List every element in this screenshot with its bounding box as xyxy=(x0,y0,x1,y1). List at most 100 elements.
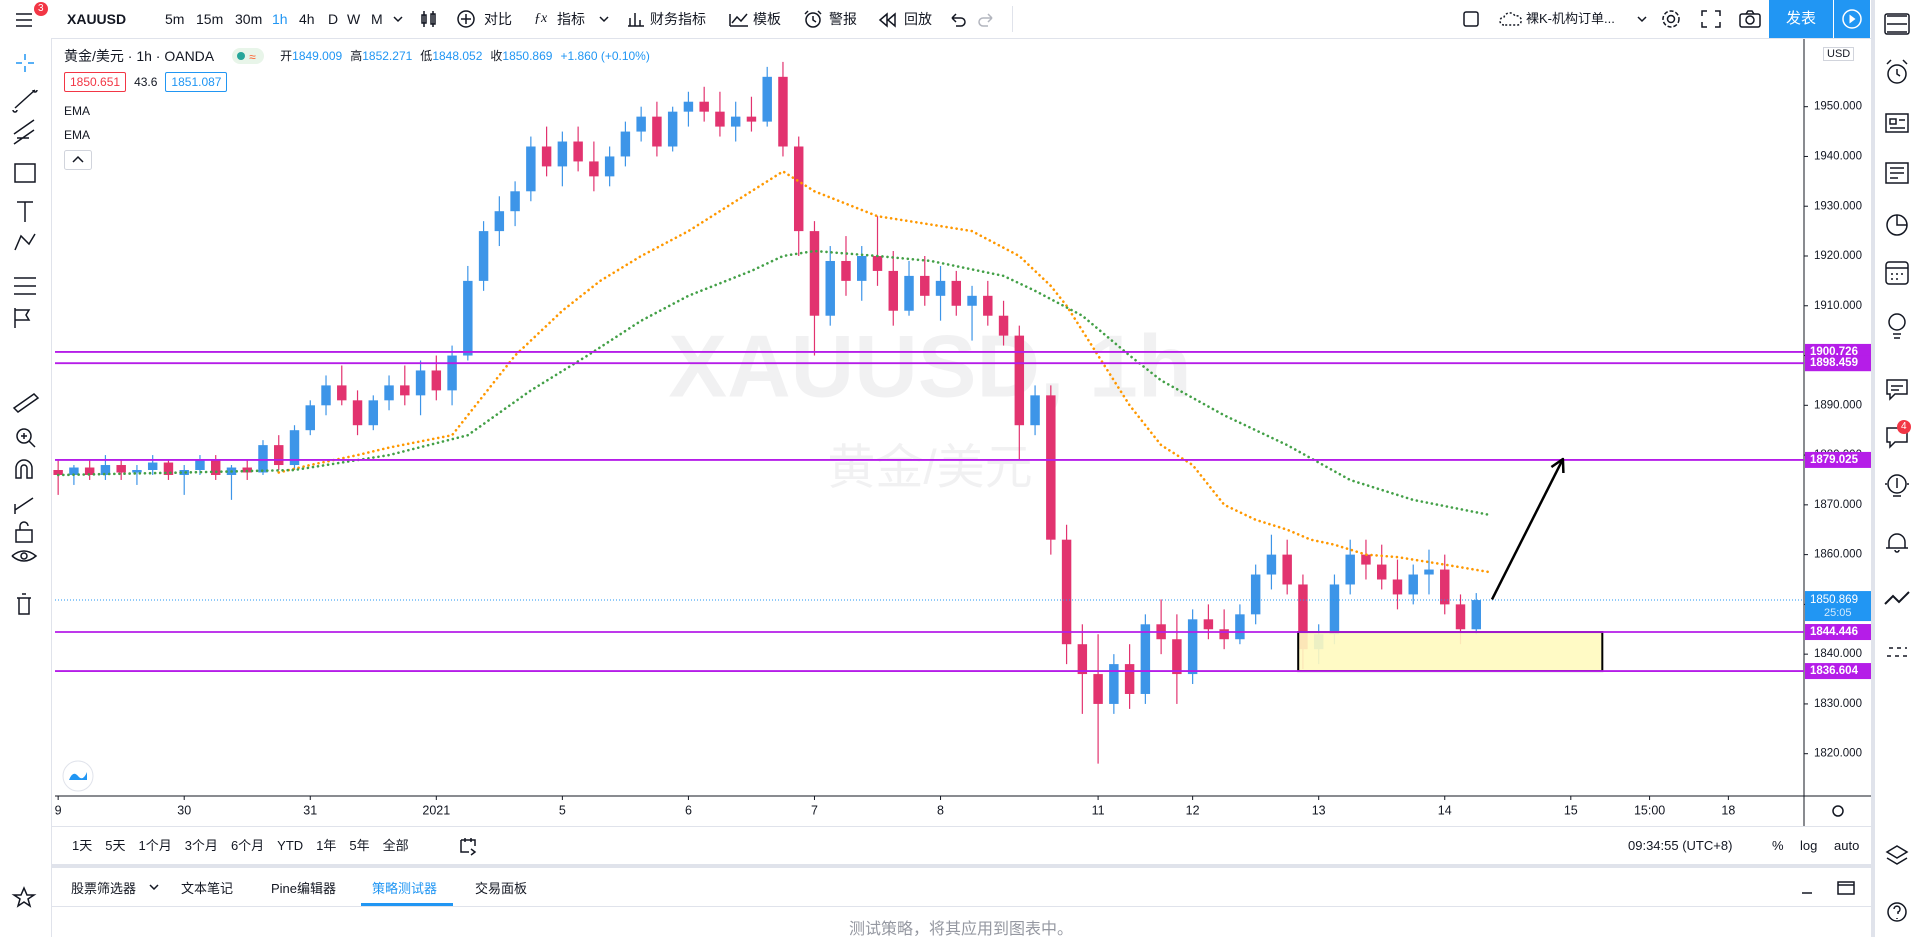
goto-date[interactable] xyxy=(458,836,478,856)
symbol[interactable]: XAUUSD xyxy=(67,11,127,27)
symbol-name: 黄金/美元 · 1h · OANDA xyxy=(64,48,215,64)
interval[interactable]: 5m xyxy=(165,11,185,27)
bid-ask: 1850.651 43.6 1851.087 xyxy=(64,72,228,92)
candle-body xyxy=(384,385,394,401)
templates-button[interactable]: 模板 xyxy=(753,11,781,27)
compare-button[interactable]: 对比 xyxy=(484,11,512,27)
interval[interactable]: 4h xyxy=(299,11,315,27)
candle-body xyxy=(888,270,898,311)
interval[interactable]: M xyxy=(371,11,383,27)
range-button[interactable]: 1年 xyxy=(316,838,337,853)
indicator-name[interactable]: EMA xyxy=(64,128,91,142)
scale-option[interactable]: % xyxy=(1772,838,1784,853)
x-tick-label: 8 xyxy=(937,803,944,817)
collapse-legend[interactable] xyxy=(64,150,92,170)
currency[interactable]: USD xyxy=(1823,47,1855,61)
candle-body xyxy=(463,280,473,356)
bid[interactable]: 1850.651 xyxy=(64,72,127,92)
publish-button[interactable]: 发表 xyxy=(1769,0,1833,38)
range-button[interactable]: 6个月 xyxy=(230,838,265,853)
replay-button[interactable]: 回放 xyxy=(904,11,932,27)
candle-body xyxy=(1235,614,1245,640)
range-button[interactable]: YTD xyxy=(277,838,304,853)
dropdown[interactable] xyxy=(392,14,404,24)
range-button[interactable]: 3个月 xyxy=(184,838,218,853)
interval[interactable]: 15m xyxy=(196,11,224,27)
badge: 3 xyxy=(34,2,48,16)
candle-body xyxy=(1061,539,1072,645)
candle-body xyxy=(589,161,599,177)
tab[interactable]: 文本笔记 xyxy=(181,881,234,896)
candle-body xyxy=(69,467,79,475)
tab[interactable]: 交易面板 xyxy=(475,881,528,896)
layout-name[interactable]: 裸K-机构订单... xyxy=(1526,11,1615,26)
dropdown[interactable] xyxy=(598,14,610,24)
x-tick-label: 30 xyxy=(177,803,191,817)
candle-body xyxy=(1440,569,1450,605)
candle-body xyxy=(258,445,268,473)
ohlc-value: 1848.052 xyxy=(432,49,483,63)
change: +1.860 (+0.10%) xyxy=(560,49,650,63)
candle-body xyxy=(1345,554,1355,585)
financials-icon[interactable] xyxy=(626,10,646,28)
range-button[interactable]: 1个月 xyxy=(138,838,172,853)
y-tick-label: 1930.000 xyxy=(1814,200,1862,212)
interval[interactable]: 30m xyxy=(235,11,263,27)
fullscreen-icon[interactable] xyxy=(1700,9,1722,29)
panel-controls[interactable] xyxy=(1796,878,1866,898)
interval[interactable]: D xyxy=(328,11,339,27)
templates-icon[interactable] xyxy=(728,10,750,28)
candle-body xyxy=(935,280,946,296)
drawing-tools[interactable] xyxy=(0,38,51,937)
tab[interactable]: Pine编辑器 xyxy=(271,881,337,896)
sidebar-icons[interactable] xyxy=(1875,0,1920,937)
indicator-name[interactable]: EMA xyxy=(64,104,91,118)
candle-body xyxy=(116,465,126,473)
logo-button[interactable] xyxy=(62,760,94,792)
candle-body xyxy=(652,116,662,147)
ohlc-label: 收 xyxy=(490,49,503,63)
axis-settings[interactable] xyxy=(1832,805,1844,817)
interval[interactable]: 1h xyxy=(272,11,288,27)
replay-icon[interactable] xyxy=(878,12,898,28)
x-tick-label: 15:00 xyxy=(1634,803,1665,817)
range-button[interactable]: 全部 xyxy=(382,838,409,853)
range-button[interactable]: 5年 xyxy=(349,838,370,853)
candle-body xyxy=(337,385,347,401)
candle-body xyxy=(494,211,505,232)
y-tick-label: 1920.000 xyxy=(1814,250,1862,262)
price-tag-label: 1900.726 xyxy=(1810,346,1858,358)
menu-icon[interactable] xyxy=(14,10,36,30)
select-box[interactable] xyxy=(1462,10,1480,28)
ask[interactable]: 1851.087 xyxy=(165,72,228,92)
dropdown[interactable] xyxy=(148,882,160,892)
range-button[interactable]: 1天 xyxy=(72,838,93,853)
tab-active[interactable]: 策略测试器 xyxy=(372,881,438,896)
bottom-panel-tabs: 股票筛选器 文本笔记 Pine编辑器 策略测试器 交易面板 xyxy=(51,868,1871,907)
panel-message: 测试策略，将其应用到图表中。 xyxy=(848,921,1073,938)
financials-button[interactable]: 财务指标 xyxy=(650,11,706,27)
snapshot-icon[interactable] xyxy=(1738,9,1762,29)
last-price-tag xyxy=(1805,591,1871,622)
indicators-button[interactable]: 指标 xyxy=(557,11,585,27)
cloud-icon[interactable] xyxy=(1498,11,1524,27)
candle-body xyxy=(1030,395,1040,426)
candle-body xyxy=(778,76,788,147)
range-button[interactable]: 5天 xyxy=(105,838,126,853)
candle-body xyxy=(809,231,820,316)
last-price-label: 1850.869 xyxy=(1810,594,1858,606)
dropdown[interactable] xyxy=(1636,14,1648,24)
compare-icon[interactable] xyxy=(456,9,478,31)
interval[interactable]: W xyxy=(347,11,361,27)
alert-icon[interactable] xyxy=(802,9,824,31)
scale-option[interactable]: log xyxy=(1800,838,1818,853)
scale-option[interactable]: auto xyxy=(1834,838,1860,853)
undo-redo[interactable] xyxy=(948,10,998,28)
settings-icon[interactable] xyxy=(1660,8,1682,30)
tab[interactable]: 股票筛选器 xyxy=(71,881,137,896)
alert-button[interactable]: 警报 xyxy=(829,11,857,27)
play-button[interactable] xyxy=(1834,0,1870,38)
chart-style-icon[interactable] xyxy=(418,8,440,30)
candle-body xyxy=(415,370,426,396)
